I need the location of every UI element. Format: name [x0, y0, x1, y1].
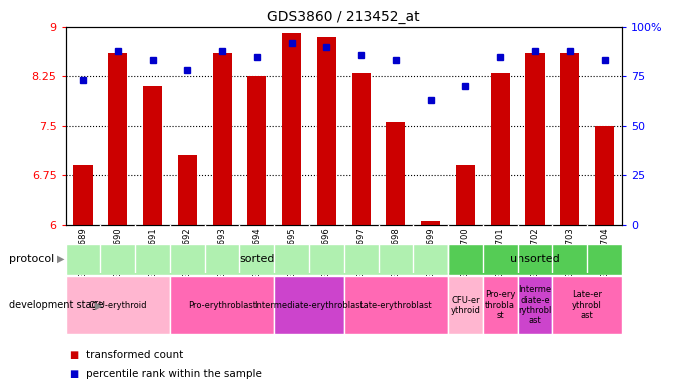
Text: Late-er
ythrobl
ast: Late-er ythrobl ast — [572, 290, 602, 320]
Bar — [518, 276, 552, 334]
Bar — [595, 126, 614, 225]
Bar — [170, 276, 274, 334]
Bar — [560, 53, 579, 225]
Text: development stage: development stage — [9, 300, 104, 310]
Bar — [108, 53, 127, 225]
Text: Interme
diate-e
rythrobl
ast: Interme diate-e rythrobl ast — [518, 285, 551, 325]
Bar — [491, 73, 510, 225]
Text: Intermediate-erythroblast: Intermediate-erythroblast — [254, 301, 363, 310]
Bar — [448, 244, 622, 275]
Bar — [317, 37, 336, 225]
Bar — [143, 86, 162, 225]
Bar — [247, 76, 267, 225]
Text: protocol: protocol — [9, 254, 54, 264]
Bar — [448, 276, 483, 334]
Text: Late-erythroblast: Late-erythroblast — [359, 301, 433, 310]
Bar — [525, 53, 545, 225]
Text: CFU-erythroid: CFU-erythroid — [88, 301, 147, 310]
Bar — [344, 276, 448, 334]
Bar — [274, 276, 344, 334]
Text: ▶: ▶ — [95, 300, 103, 310]
Bar — [352, 73, 370, 225]
Bar — [73, 166, 93, 225]
Bar — [66, 276, 170, 334]
Text: ■: ■ — [69, 369, 78, 379]
Text: CFU-er
ythroid: CFU-er ythroid — [451, 296, 480, 315]
Text: sorted: sorted — [239, 254, 274, 264]
Bar — [66, 244, 448, 275]
Text: ■: ■ — [69, 350, 78, 360]
Bar — [386, 122, 406, 225]
Text: Pro-erythroblast: Pro-erythroblast — [188, 301, 256, 310]
Text: percentile rank within the sample: percentile rank within the sample — [86, 369, 263, 379]
Title: GDS3860 / 213452_at: GDS3860 / 213452_at — [267, 10, 420, 25]
Bar — [213, 53, 231, 225]
Text: ▶: ▶ — [57, 254, 64, 264]
Text: transformed count: transformed count — [86, 350, 184, 360]
Bar — [178, 156, 197, 225]
Bar — [456, 166, 475, 225]
Bar — [421, 221, 440, 225]
Text: unsorted: unsorted — [510, 254, 560, 264]
Text: Pro-ery
throbla
st: Pro-ery throbla st — [485, 290, 515, 320]
Bar — [552, 276, 622, 334]
Bar — [282, 33, 301, 225]
Bar — [483, 276, 518, 334]
